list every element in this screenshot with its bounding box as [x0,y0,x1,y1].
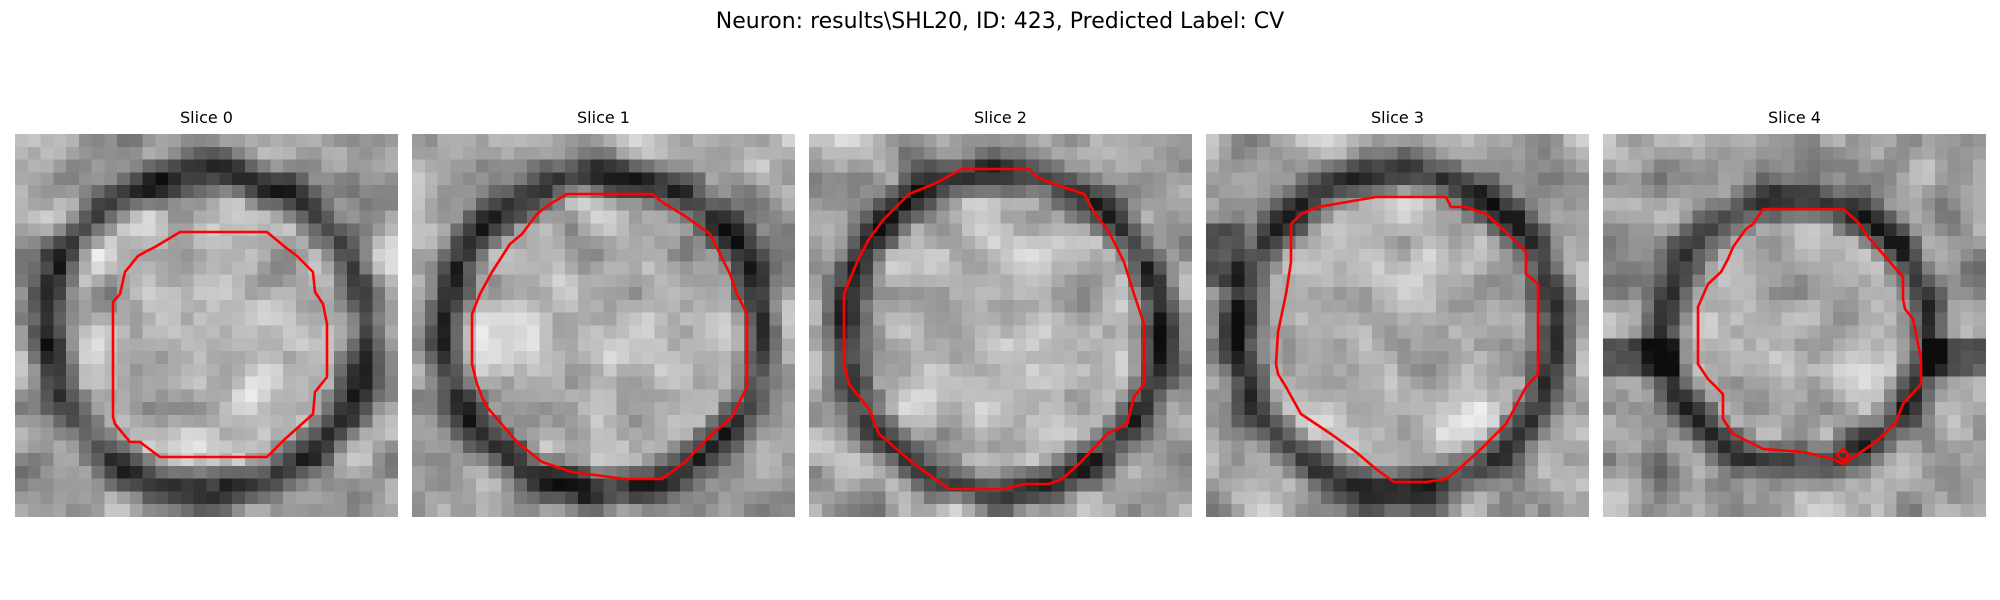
cell-outline-contour [842,167,1146,491]
slice-title-0: Slice 0 [180,108,233,127]
cell-outline-contour [1274,195,1540,484]
slice-pixel-grid [15,134,398,517]
slice-title-2: Slice 2 [974,108,1027,127]
slice-panel-2: Slice 2 [809,108,1192,517]
slice-title-4: Slice 4 [1768,108,1821,127]
slice-pixel-grid [1603,134,1986,517]
cell-outline-fragment [1835,447,1851,463]
figure-title: Neuron: results\SHL20, ID: 423, Predicte… [715,9,1285,34]
slice-panel-3: Slice 3 [1206,108,1589,517]
slice-panel-1: Slice 1 [412,108,795,517]
slice-pixel-grid [1206,134,1589,517]
slice-title-3: Slice 3 [1371,108,1424,127]
cell-outline-contour [1696,207,1923,466]
slice-image-4 [1603,134,1986,517]
slice-pixel-grid [412,134,795,517]
slice-title-1: Slice 1 [577,108,630,127]
slice-image-2 [809,134,1192,517]
cell-outline-contour [111,230,329,459]
slice-image-1 [412,134,795,517]
slice-pixel-grid [809,134,1192,517]
cell-outline-contour [470,192,749,481]
slice-image-0 [15,134,398,517]
slice-panel-0: Slice 0 [15,108,398,517]
slice-panel-4: Slice 4 [1603,108,1986,517]
slice-image-3 [1206,134,1589,517]
